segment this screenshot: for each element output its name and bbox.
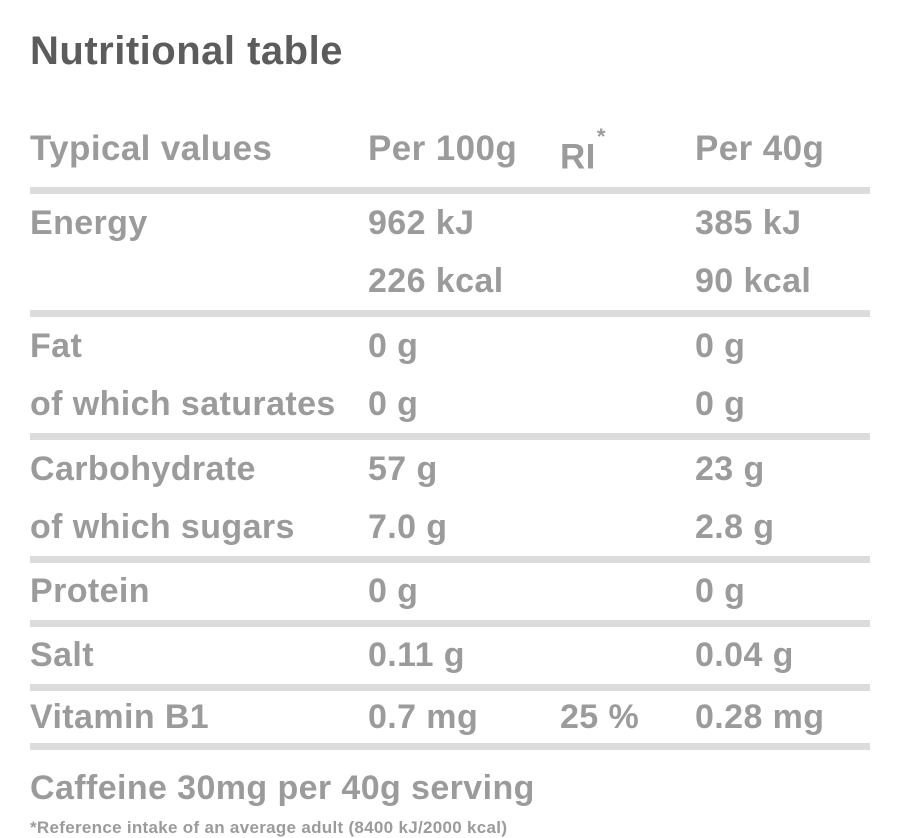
saturates-per100: 0 g (368, 384, 419, 423)
reference-intake-footnote: *Reference intake of an average adult (8… (30, 817, 508, 837)
energy-label: Energy (30, 203, 148, 242)
saturates-label: of which saturates (30, 384, 336, 423)
nutrition-table: Typical values Per 100g RI* Per 40g Ener… (30, 120, 870, 750)
protein-ri (560, 563, 695, 620)
fat-per100: 0 g (368, 326, 419, 365)
header-ri-text: RI (560, 137, 596, 177)
header-per-serving: Per 40g (695, 129, 825, 168)
fat-label: Fat (30, 326, 83, 365)
salt-per100: 0.11 g (368, 635, 465, 674)
energy-per100-kj: 962 kJ (368, 203, 475, 242)
energy-per100-kcal: 226 kcal (368, 261, 504, 300)
table-row-vitamin-b1: Vitamin B1 0.7 mg 25 % 0.28 mg (30, 691, 870, 750)
fat-ri (560, 317, 695, 433)
salt-ri (560, 627, 695, 684)
caffeine-note: Caffeine 30mg per 40g serving (30, 768, 535, 807)
fat-per100-values: 0 g 0 g (368, 317, 560, 433)
table-header-row: Typical values Per 100g RI* Per 40g (30, 120, 870, 194)
header-typical-values: Typical values (30, 129, 273, 168)
fat-serving-values: 0 g 0 g (695, 317, 870, 433)
energy-serving: 385 kJ 90 kcal (695, 194, 870, 310)
sugars-label: of which sugars (30, 507, 295, 546)
carbohydrate-serving-values: 23 g 2.8 g (695, 440, 870, 556)
fat-labels: Fat of which saturates (30, 317, 368, 433)
sugars-serving: 2.8 g (695, 507, 775, 546)
salt-label: Salt (30, 635, 94, 674)
energy-serving-kj: 385 kJ (695, 203, 802, 242)
header-per-100g: Per 100g (368, 129, 518, 168)
header-ri: RI* (560, 120, 695, 187)
carbohydrate-ri (560, 440, 695, 556)
vitamin-b1-serving: 0.28 mg (695, 697, 825, 736)
table-row-salt: Salt 0.11 g 0.04 g (30, 627, 870, 691)
vitamin-b1-per100: 0.7 mg (368, 697, 479, 736)
protein-label: Protein (30, 571, 150, 610)
carbohydrate-serving: 23 g (695, 449, 765, 488)
energy-serving-kcal: 90 kcal (695, 261, 812, 300)
protein-serving: 0 g (695, 571, 746, 610)
page-title: Nutritional table (30, 29, 343, 73)
energy-per100: 962 kJ 226 kcal (368, 194, 560, 310)
header-ri-asterisk: * (596, 124, 606, 149)
sugars-per100: 7.0 g (368, 507, 448, 546)
vitamin-b1-label: Vitamin B1 (30, 697, 210, 736)
table-row-protein: Protein 0 g 0 g (30, 563, 870, 627)
energy-ri (560, 194, 695, 310)
table-row-fat-group: Fat of which saturates 0 g 0 g 0 g 0 g (30, 317, 870, 440)
salt-serving: 0.04 g (695, 635, 794, 674)
fat-serving: 0 g (695, 326, 746, 365)
vitamin-b1-ri: 25 % (560, 697, 640, 736)
carbohydrate-label: Carbohydrate (30, 449, 256, 488)
protein-per100: 0 g (368, 571, 419, 610)
carbohydrate-per100: 57 g (368, 449, 438, 488)
carbohydrate-per100-values: 57 g 7.0 g (368, 440, 560, 556)
carbohydrate-labels: Carbohydrate of which sugars (30, 440, 368, 556)
saturates-serving: 0 g (695, 384, 746, 423)
table-row-carbohydrate-group: Carbohydrate of which sugars 57 g 7.0 g … (30, 440, 870, 563)
table-row-energy: Energy 962 kJ 226 kcal 385 kJ 90 kcal (30, 194, 870, 317)
